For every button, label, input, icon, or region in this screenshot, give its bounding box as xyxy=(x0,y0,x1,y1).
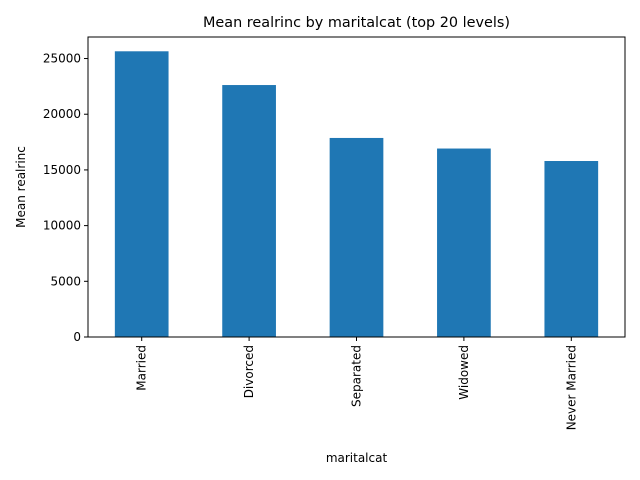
y-axis: 0 5000 10000 15000 20000 25000 xyxy=(43,52,88,344)
y-tick-label-4: 20000 xyxy=(43,107,81,121)
x-tick-label-4: Never Married xyxy=(564,345,578,430)
bar-3 xyxy=(437,148,491,337)
x-axis-label: maritalcat xyxy=(326,451,388,465)
bar-2 xyxy=(329,137,384,337)
x-axis: Married Divorced Separated Widowed Never Mar… xyxy=(135,337,578,430)
y-tick-label-3: 15000 xyxy=(43,163,81,177)
x-tick-label-2: Separated xyxy=(350,345,364,407)
bar-0 xyxy=(114,51,169,338)
chart-title: Mean realrinc by maritalcat (top 20 leve… xyxy=(203,15,510,31)
y-axis-label: Mean realrinc xyxy=(14,146,28,228)
bar-1 xyxy=(222,85,276,337)
plot-frame xyxy=(87,36,626,338)
y-tick-label-1: 5000 xyxy=(50,274,81,288)
x-tick-label-3: Widowed xyxy=(457,345,471,400)
y-tick-label-2: 10000 xyxy=(43,219,81,233)
y-tick-label-5: 25000 xyxy=(43,52,81,66)
y-tick-label-0: 0 xyxy=(73,330,81,344)
bars-group xyxy=(114,51,599,338)
x-tick-label-1: Divorced xyxy=(242,345,256,398)
x-tick-label-0: Married xyxy=(135,345,149,391)
bar-4 xyxy=(544,161,599,337)
